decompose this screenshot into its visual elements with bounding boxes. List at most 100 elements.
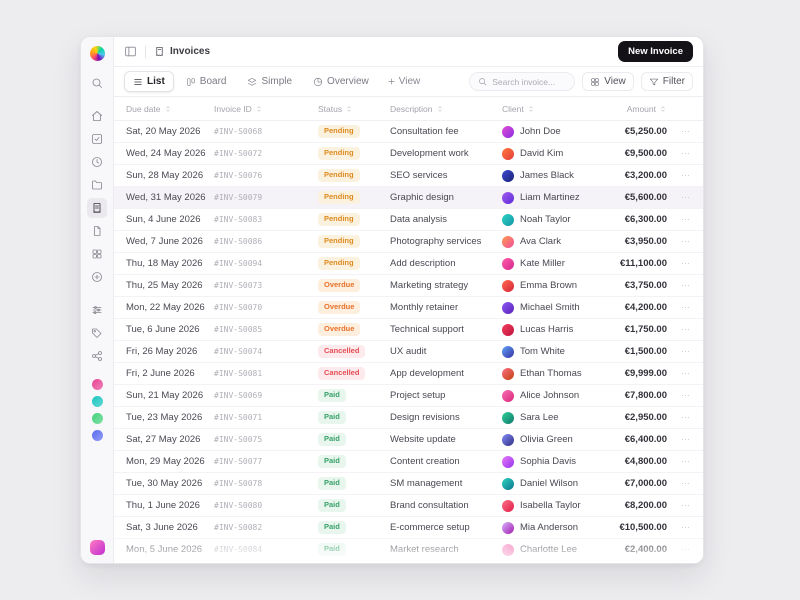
table-row[interactable]: Sun, 21 May 2026 #INV-S0069 Paid Project… xyxy=(114,385,703,407)
table-row[interactable]: Wed, 24 May 2026 #INV-S0072 Pending Deve… xyxy=(114,143,703,165)
column-header-invoice-id[interactable]: Invoice ID xyxy=(214,104,318,114)
avatar xyxy=(502,521,514,534)
workspace-logo[interactable] xyxy=(89,540,105,555)
row-menu-button[interactable]: ⋯ xyxy=(681,236,691,246)
status-badge: Pending xyxy=(318,147,360,160)
avatar xyxy=(502,191,514,204)
status-cell: Paid xyxy=(318,433,390,446)
table-row[interactable]: Mon, 5 June 2026 #INV-S0084 Paid Market … xyxy=(114,539,703,561)
tab-simple[interactable]: Simple xyxy=(238,71,301,92)
description-cell: SEO services xyxy=(390,170,448,181)
table-row[interactable]: Sun, 28 May 2026 #INV-S0076 Pending SEO … xyxy=(114,165,703,187)
sidebar-item-folder[interactable] xyxy=(87,175,107,195)
row-menu-button[interactable]: ⋯ xyxy=(681,280,691,290)
description-cell: Data analysis xyxy=(390,214,448,225)
search-box[interactable] xyxy=(469,72,576,91)
breadcrumb: Invoices xyxy=(154,46,210,57)
row-menu-button[interactable]: ⋯ xyxy=(681,544,691,554)
row-menu-button[interactable]: ⋯ xyxy=(681,126,691,136)
sidebar-avatar[interactable] xyxy=(91,430,103,441)
due-date-cell: Sat, 20 May 2026 xyxy=(126,126,201,137)
row-menu-button[interactable]: ⋯ xyxy=(681,412,691,422)
invoice-id-cell: #INV-S0077 xyxy=(214,457,263,466)
table-header: Due date Invoice ID Status Description xyxy=(114,97,703,121)
column-header-client[interactable]: Client xyxy=(502,104,616,114)
row-menu-button[interactable]: ⋯ xyxy=(681,148,691,158)
sidebar-item-apps[interactable] xyxy=(87,244,107,264)
status-cell: Paid xyxy=(318,499,390,512)
sidebar-item-add[interactable] xyxy=(87,267,107,287)
table-row[interactable]: Tue, 6 June 2026 #INV-S0085 Overdue Tech… xyxy=(114,319,703,341)
tab-board[interactable]: Board xyxy=(177,71,236,92)
view-toolbar: List Board Simple Overview xyxy=(114,67,703,97)
amount-cell: €3,750.00 xyxy=(624,280,667,291)
sidebar-item-tasks[interactable] xyxy=(87,129,107,149)
row-menu-button[interactable]: ⋯ xyxy=(681,192,691,202)
table-row[interactable]: Tue, 23 May 2026 #INV-S0071 Paid Design … xyxy=(114,407,703,429)
sidebar-item-share[interactable] xyxy=(87,346,107,366)
row-menu-button[interactable]: ⋯ xyxy=(681,478,691,488)
client-cell: Alice Johnson xyxy=(502,389,616,402)
status-cell: Overdue xyxy=(318,301,390,314)
filter-button[interactable]: Filter xyxy=(640,72,693,91)
sidebar-avatar[interactable] xyxy=(91,413,103,424)
amount-cell: €9,999.00 xyxy=(624,368,667,379)
sidebar-item-home[interactable] xyxy=(87,106,107,126)
row-menu-button[interactable]: ⋯ xyxy=(681,324,691,334)
row-menu-button[interactable]: ⋯ xyxy=(681,170,691,180)
row-menu-button[interactable]: ⋯ xyxy=(681,500,691,510)
add-view-button[interactable]: View xyxy=(381,72,427,91)
table-row[interactable]: Thu, 18 May 2026 #INV-S0094 Pending Add … xyxy=(114,253,703,275)
row-menu-button[interactable]: ⋯ xyxy=(681,390,691,400)
table-row[interactable]: Thu, 1 June 2026 #INV-S0080 Paid Brand c… xyxy=(114,495,703,517)
row-menu-button[interactable]: ⋯ xyxy=(681,302,691,312)
row-menu-button[interactable]: ⋯ xyxy=(681,522,691,532)
sort-icon xyxy=(661,105,665,112)
avatar xyxy=(502,499,514,512)
search-input[interactable] xyxy=(492,76,567,87)
sidebar-item-documents[interactable] xyxy=(87,221,107,241)
sidebar-avatar[interactable] xyxy=(91,379,103,390)
sidebar-item-time[interactable] xyxy=(87,152,107,172)
list-icon xyxy=(134,78,142,85)
new-invoice-button[interactable]: New Invoice xyxy=(618,41,693,62)
column-header-status[interactable]: Status xyxy=(318,104,390,114)
view-options-button[interactable]: View xyxy=(582,72,634,91)
tab-list[interactable]: List xyxy=(124,71,174,92)
sidebar-toggle-icon[interactable] xyxy=(124,45,137,58)
app-logo xyxy=(89,46,105,61)
table-row[interactable]: Sat, 3 June 2026 #INV-S0082 Paid E-comme… xyxy=(114,517,703,539)
row-menu-button[interactable]: ⋯ xyxy=(681,258,691,268)
sidebar-item-sliders[interactable] xyxy=(87,300,107,320)
table-row[interactable]: Tue, 30 May 2026 #INV-S0078 Paid SM mana… xyxy=(114,473,703,495)
column-header-amount[interactable]: Amount xyxy=(616,104,667,114)
tab-overview[interactable]: Overview xyxy=(304,71,378,92)
table-row[interactable]: Sun, 4 June 2026 #INV-S0083 Pending Data… xyxy=(114,209,703,231)
search-icon[interactable] xyxy=(87,73,107,93)
table-row[interactable]: Thu, 25 May 2026 #INV-S0073 Overdue Mark… xyxy=(114,275,703,297)
table-row[interactable]: Mon, 29 May 2026 #INV-S0077 Paid Content… xyxy=(114,451,703,473)
row-menu-button[interactable]: ⋯ xyxy=(681,214,691,224)
table-row[interactable]: Fri, 2 June 2026 #INV-S0081 Cancelled Ap… xyxy=(114,363,703,385)
row-menu-button[interactable]: ⋯ xyxy=(681,456,691,466)
table-row[interactable]: Sat, 27 May 2026 #INV-S0075 Paid Website… xyxy=(114,429,703,451)
description-cell: Project setup xyxy=(390,390,446,401)
table-row[interactable]: Mon, 22 May 2026 #INV-S0070 Overdue Mont… xyxy=(114,297,703,319)
table-row[interactable]: Fri, 26 May 2026 #INV-S0074 Cancelled UX… xyxy=(114,341,703,363)
due-date-cell: Wed, 7 June 2026 xyxy=(126,236,203,247)
row-menu-button[interactable]: ⋯ xyxy=(681,346,691,356)
row-menu-button[interactable]: ⋯ xyxy=(681,368,691,378)
client-cell: Michael Smith xyxy=(502,301,616,314)
row-menu-button[interactable]: ⋯ xyxy=(681,434,691,444)
sidebar-avatar[interactable] xyxy=(91,396,103,407)
sidebar-item-invoices[interactable] xyxy=(87,197,107,218)
column-header-due-date[interactable]: Due date xyxy=(126,104,214,114)
table-row[interactable]: Wed, 31 May 2026 #INV-S0079 Pending Grap… xyxy=(114,187,703,209)
table-row[interactable]: Sat, 20 May 2026 #INV-S0068 Pending Cons… xyxy=(114,121,703,143)
invoice-id-cell: #INV-S0069 xyxy=(214,391,263,400)
table-row[interactable]: Wed, 7 June 2026 #INV-S0086 Pending Phot… xyxy=(114,231,703,253)
column-header-description[interactable]: Description xyxy=(390,104,502,114)
sidebar-item-tags[interactable] xyxy=(87,323,107,343)
due-date-cell: Sun, 4 June 2026 xyxy=(126,214,201,225)
